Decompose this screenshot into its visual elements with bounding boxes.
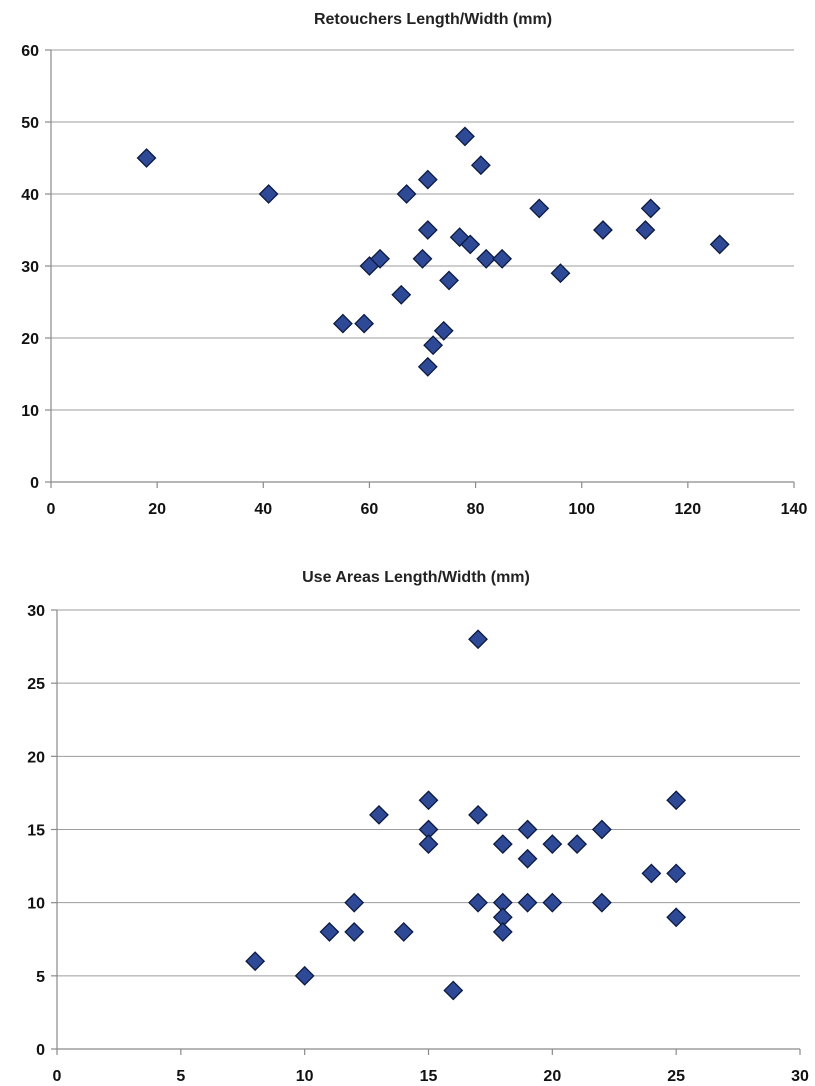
y-tick-label: 50 bbox=[21, 115, 39, 132]
data-point bbox=[517, 848, 538, 869]
data-point bbox=[591, 819, 612, 840]
data-point bbox=[294, 965, 315, 986]
y-tick-label: 10 bbox=[27, 896, 45, 913]
y-tick-labels: 0 10 20 30 40 50 60 bbox=[21, 43, 39, 492]
x-tick-label: 40 bbox=[254, 501, 272, 518]
x-tick-label: 5 bbox=[176, 1068, 185, 1085]
data-point bbox=[709, 234, 730, 255]
data-point bbox=[417, 169, 438, 190]
data-point bbox=[476, 248, 497, 269]
x-tick-label: 30 bbox=[791, 1068, 809, 1085]
data-point bbox=[354, 313, 375, 334]
data-point bbox=[332, 313, 353, 334]
x-tick-label: 10 bbox=[296, 1068, 314, 1085]
data-point bbox=[369, 804, 389, 825]
data-point bbox=[468, 804, 488, 825]
data-point bbox=[591, 892, 612, 913]
chart-title: Retouchers Length/Width (mm) bbox=[314, 11, 552, 28]
y-tick-label: 15 bbox=[27, 823, 45, 840]
data-point bbox=[635, 220, 656, 240]
data-point bbox=[468, 629, 488, 650]
data-point bbox=[344, 922, 365, 942]
data-point bbox=[423, 335, 444, 356]
data-point bbox=[666, 863, 687, 884]
y-tick-labels: 0 5 10 15 20 25 30 bbox=[27, 603, 45, 1059]
data-points bbox=[136, 126, 730, 377]
x-tick-label: 100 bbox=[568, 501, 595, 518]
data-point bbox=[640, 198, 661, 219]
x-tick-labels: 0 5 10 15 20 25 30 bbox=[53, 1068, 809, 1085]
y-tick-label: 40 bbox=[21, 187, 39, 204]
x-tick-label: 60 bbox=[361, 501, 379, 518]
data-point bbox=[439, 270, 459, 291]
y-tick-label: 30 bbox=[21, 259, 39, 276]
x-tick-label: 80 bbox=[467, 501, 485, 518]
x-tick-label: 25 bbox=[667, 1068, 685, 1085]
data-point bbox=[443, 980, 464, 1001]
x-tick-label: 15 bbox=[420, 1068, 438, 1085]
data-point bbox=[418, 834, 439, 855]
y-tick-label: 0 bbox=[36, 1042, 45, 1059]
data-point bbox=[641, 863, 662, 884]
data-points bbox=[245, 629, 687, 1001]
data-point bbox=[417, 220, 438, 240]
data-point bbox=[542, 892, 563, 913]
data-point bbox=[245, 951, 266, 972]
data-point bbox=[517, 819, 538, 840]
y-tick-label: 25 bbox=[27, 676, 45, 693]
data-point bbox=[136, 148, 157, 168]
x-tick-label: 0 bbox=[53, 1068, 62, 1085]
data-point bbox=[344, 892, 365, 913]
data-point bbox=[666, 790, 687, 811]
data-point bbox=[492, 922, 513, 942]
axes bbox=[51, 609, 801, 1055]
data-point bbox=[412, 248, 433, 269]
y-tick-label: 60 bbox=[21, 43, 39, 60]
data-point bbox=[393, 922, 414, 942]
data-point bbox=[417, 356, 438, 377]
retouchers-scatter-chart: Retouchers Length/Width (mm) 0 10 20 30 40 50… bbox=[21, 11, 808, 518]
x-tick-label: 20 bbox=[543, 1068, 561, 1085]
data-point bbox=[529, 198, 550, 219]
y-tick-label: 20 bbox=[27, 749, 45, 766]
data-point bbox=[455, 126, 475, 147]
y-tick-label: 10 bbox=[21, 403, 39, 420]
data-point bbox=[468, 892, 488, 913]
data-point bbox=[550, 263, 571, 284]
data-point bbox=[666, 907, 687, 928]
data-point bbox=[391, 284, 412, 305]
data-point bbox=[470, 155, 491, 176]
data-point bbox=[258, 184, 279, 204]
data-point bbox=[542, 834, 563, 855]
use-areas-scatter-chart: Use Areas Length/Width (mm) 0 5 10 15 20 25 30… bbox=[27, 569, 809, 1085]
y-tick-label: 20 bbox=[21, 331, 39, 348]
x-tick-labels: 0 20 40 60 80 100 120 140 bbox=[47, 501, 808, 518]
data-point bbox=[396, 184, 417, 204]
data-point bbox=[567, 834, 588, 855]
data-point bbox=[418, 790, 439, 811]
x-tick-label: 140 bbox=[781, 501, 808, 518]
data-point bbox=[319, 922, 340, 942]
data-point bbox=[517, 892, 538, 913]
x-tick-label: 120 bbox=[675, 501, 702, 518]
axes bbox=[45, 49, 795, 488]
chart-title: Use Areas Length/Width (mm) bbox=[302, 569, 530, 586]
data-point bbox=[593, 220, 613, 240]
data-point bbox=[460, 234, 481, 255]
y-tick-label: 5 bbox=[36, 969, 45, 986]
data-point bbox=[492, 248, 513, 269]
x-tick-label: 20 bbox=[148, 501, 166, 518]
data-point bbox=[492, 834, 513, 855]
x-tick-label: 0 bbox=[47, 501, 56, 518]
y-tick-label: 30 bbox=[27, 603, 45, 620]
data-point bbox=[370, 248, 390, 269]
data-point bbox=[433, 320, 454, 341]
y-tick-label: 0 bbox=[30, 475, 39, 492]
